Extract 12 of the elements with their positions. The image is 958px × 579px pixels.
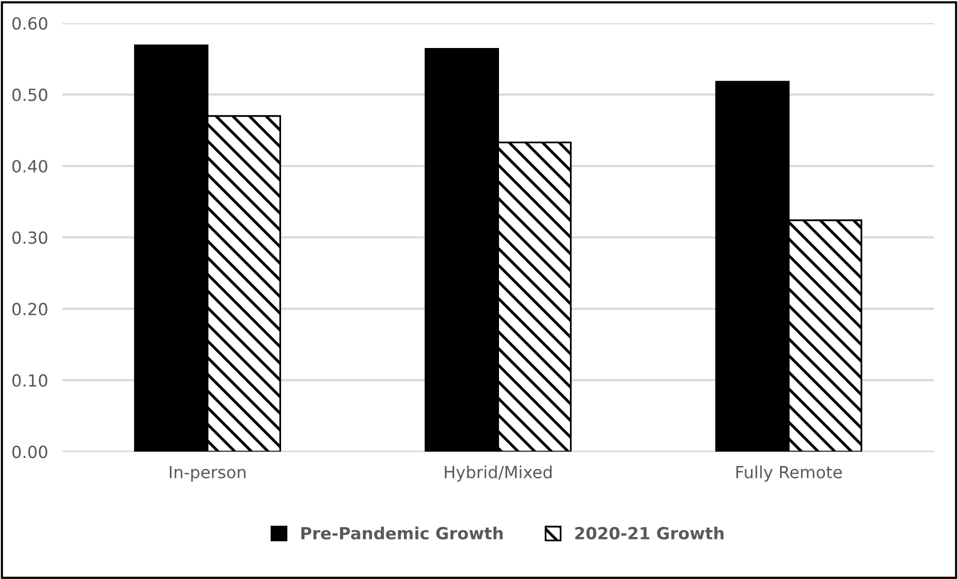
y-tick-label: 0.10 bbox=[12, 374, 48, 387]
y-tick-label: 0.00 bbox=[12, 446, 48, 458]
legend-label: 2020-21 Growth bbox=[575, 526, 724, 540]
y-tick-label: 0.40 bbox=[12, 160, 48, 173]
legend-label: Pre-Pandemic Growth bbox=[301, 526, 503, 540]
x-tick-label: In-person bbox=[170, 466, 246, 482]
y-tick-label: 0.60 bbox=[12, 17, 48, 30]
y-tick-label: 0.30 bbox=[12, 231, 48, 244]
y-tick-label: 0.50 bbox=[12, 88, 48, 102]
x-tick-label: Hybrid/Mixed bbox=[444, 466, 552, 482]
y-tick-label: 0.20 bbox=[12, 302, 48, 316]
x-tick-label: Fully Remote bbox=[736, 466, 842, 482]
